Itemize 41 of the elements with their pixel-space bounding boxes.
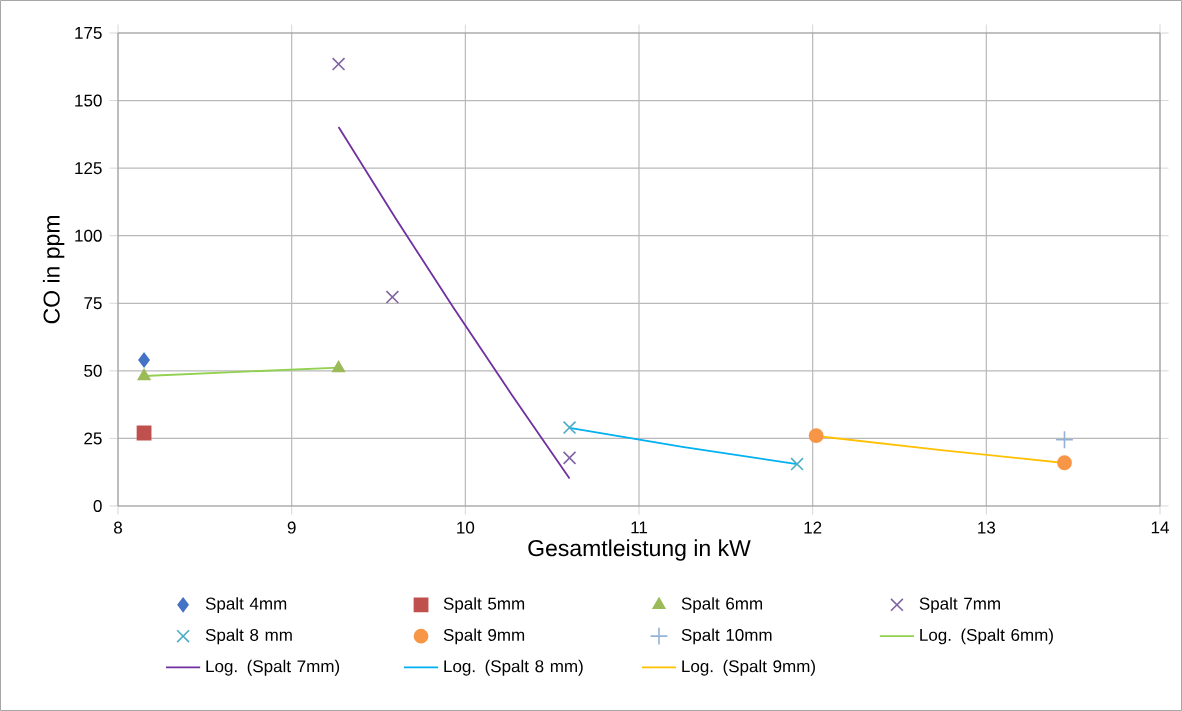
legend-label: Log. (Spalt 9mm): [682, 659, 815, 676]
point: [136, 425, 152, 441]
y-tick-label: 75: [84, 297, 102, 310]
point: [332, 360, 346, 373]
point: [385, 290, 400, 304]
x-tick-label: 8: [114, 521, 122, 534]
legend-label: Spalt 7mm: [919, 597, 1000, 613]
x-tick-label: 13: [978, 521, 996, 534]
x-tick-label: 9: [287, 521, 296, 534]
point: [138, 352, 150, 368]
line-series: [337, 126, 571, 480]
point: [1057, 455, 1072, 471]
point: [562, 420, 577, 435]
y-tick-label: 125: [75, 162, 102, 175]
y-tick-label: 25: [84, 432, 102, 445]
y-tick-label: 150: [75, 94, 102, 107]
x-axis-title: Gesamtleistung in kW: [528, 539, 751, 561]
x-tick-label: 12: [804, 521, 822, 534]
legend-label: Log. (Spalt 6mm): [920, 628, 1053, 645]
legend-label: Spalt 5mm: [443, 597, 525, 613]
legend-label: Spalt 4mm: [205, 597, 287, 613]
legend-label: Spalt 8 mm: [205, 628, 292, 645]
point: [137, 368, 151, 381]
y-tick-label: 100: [75, 229, 102, 242]
y-tick-label: 175: [75, 27, 102, 39]
x-tick-label: 10: [457, 521, 475, 534]
y-tick-label: 0: [93, 499, 102, 512]
legend-label: Spalt 6mm: [681, 597, 763, 613]
x-tick-label: 14: [1151, 521, 1169, 534]
point: [808, 428, 824, 444]
legend-label: Log. (Spalt 7mm): [206, 659, 340, 676]
x-tick-label: 11: [631, 521, 647, 534]
y-axis-title: CO in ppm: [42, 216, 65, 324]
legend-label: Spalt 9mm: [443, 628, 525, 645]
point: [790, 457, 804, 471]
y-tick-label: 50: [84, 364, 102, 377]
legend-label: Log. (Spalt 8 mm): [444, 659, 583, 676]
point: [331, 57, 346, 71]
legend-label: Spalt 10mm: [681, 628, 772, 645]
point: [1055, 430, 1074, 449]
point: [562, 451, 577, 465]
